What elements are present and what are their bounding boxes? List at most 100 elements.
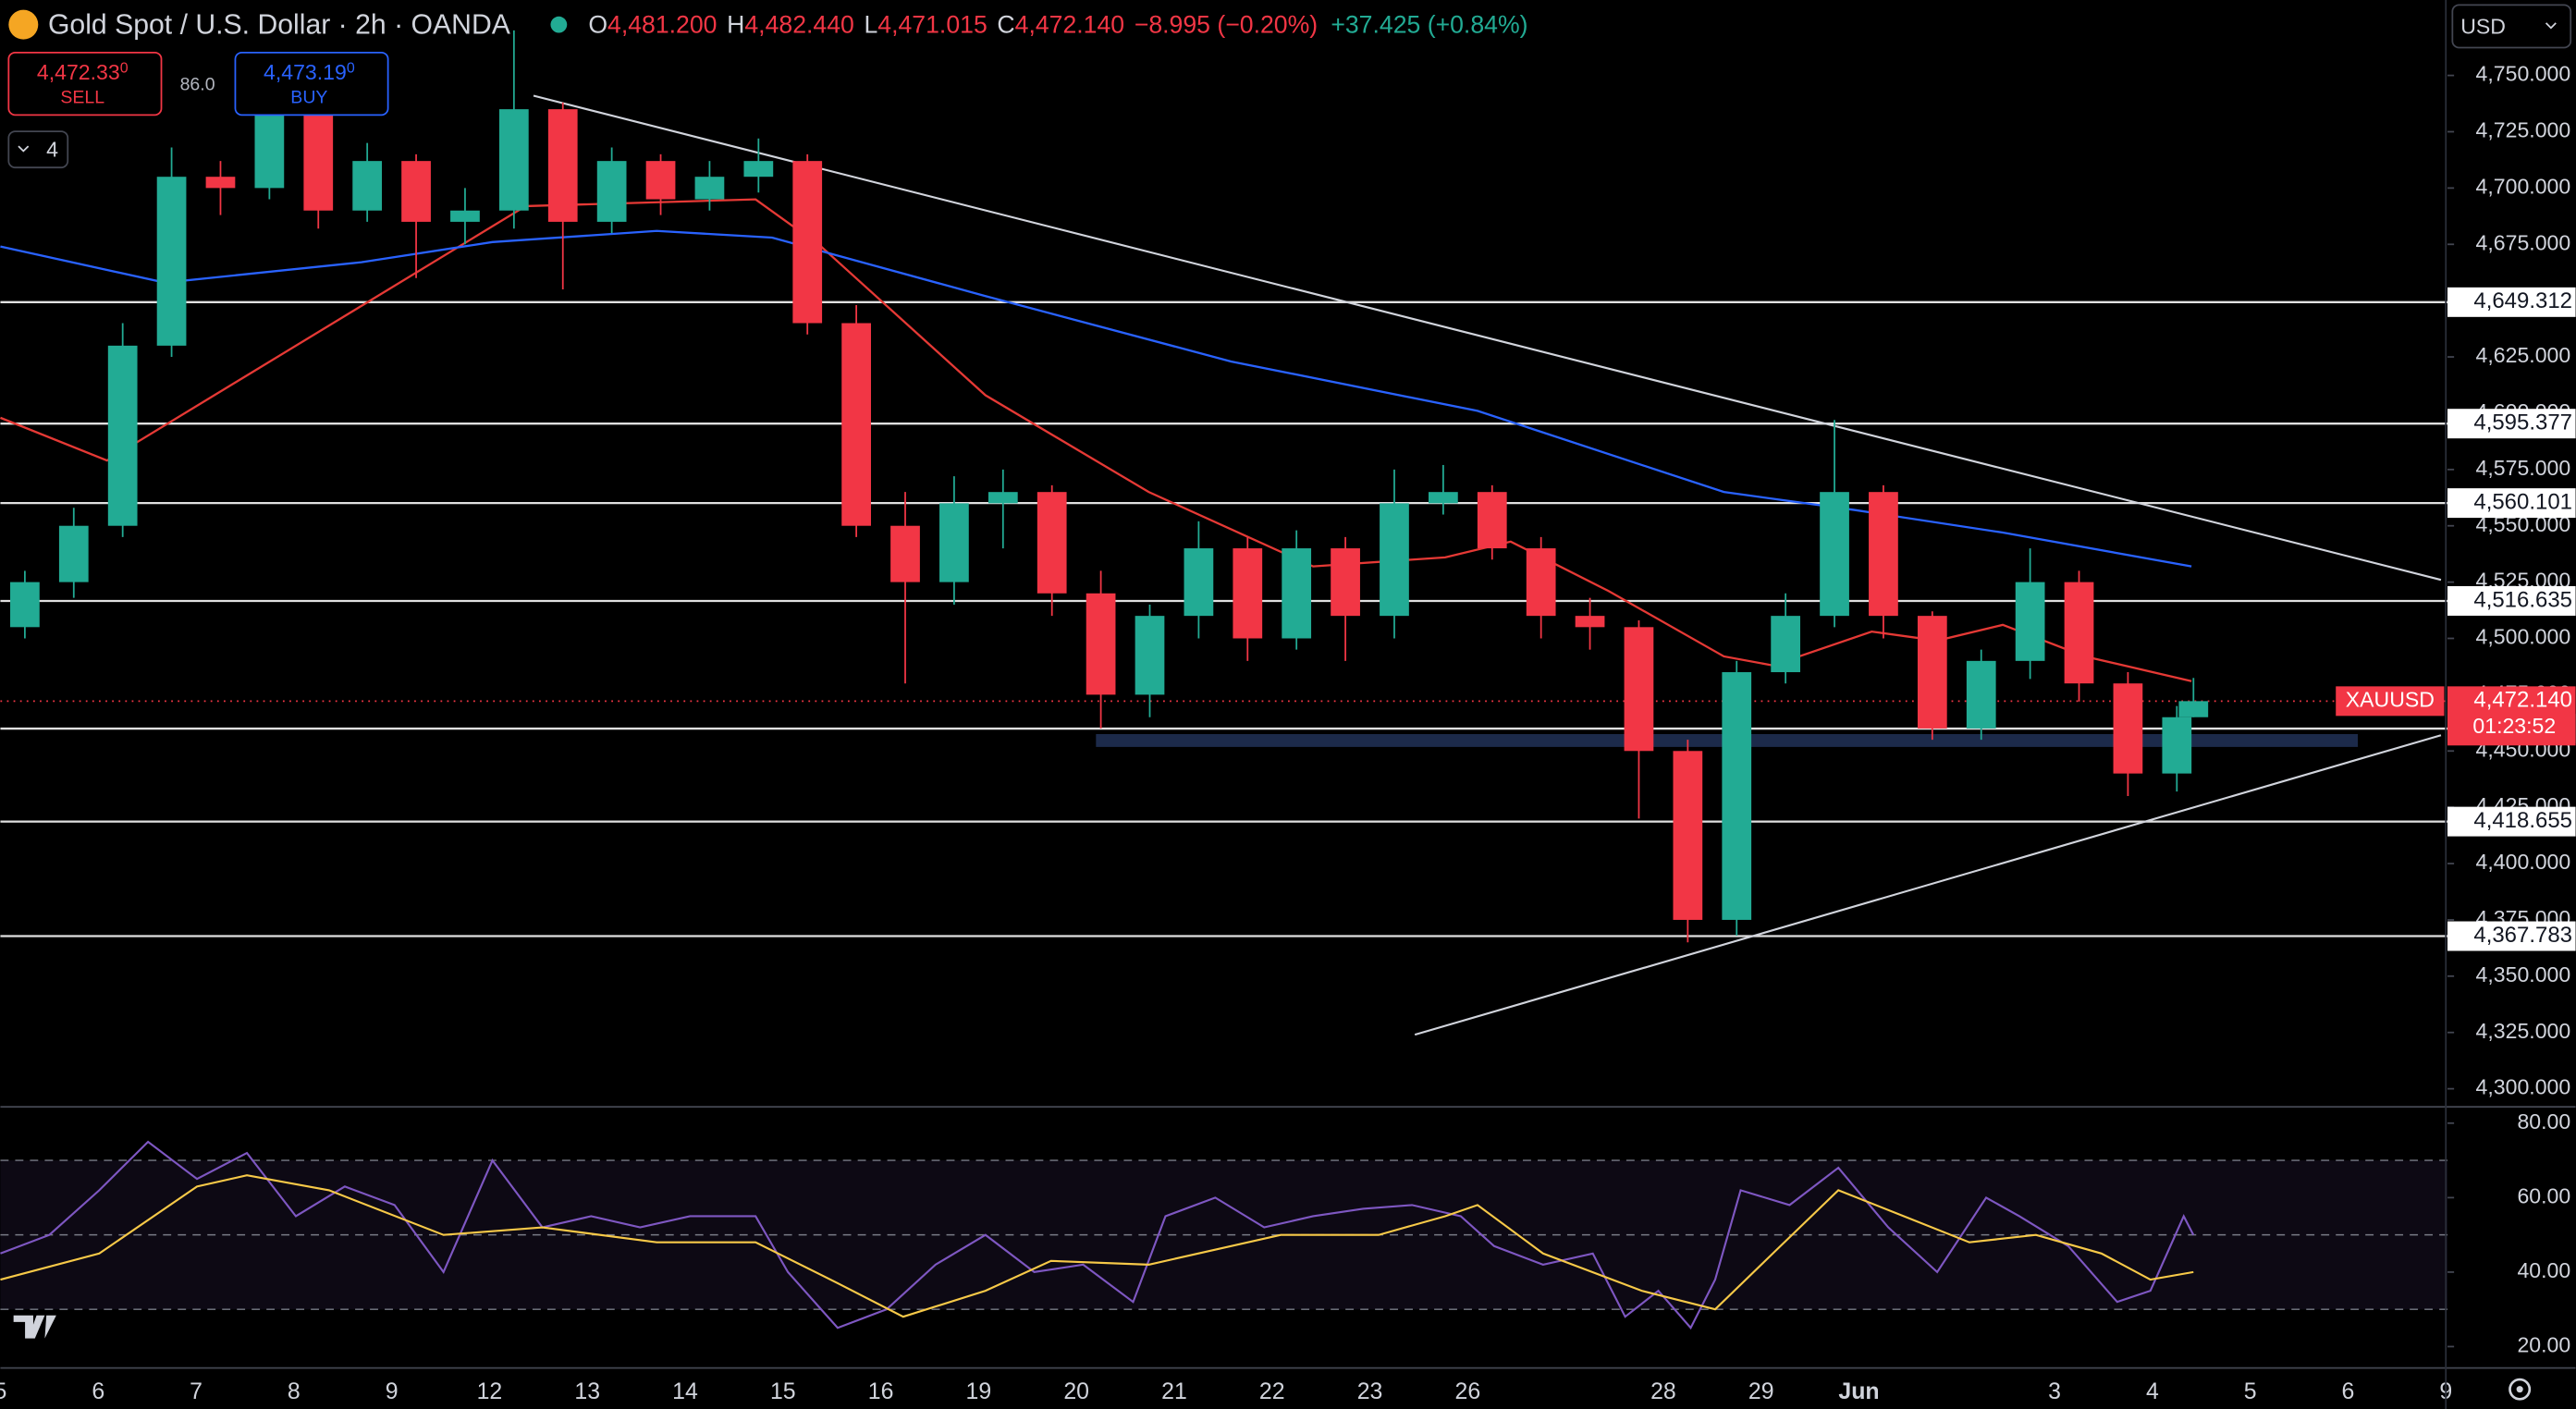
- candle-body: [401, 161, 431, 222]
- candle-body: [547, 109, 578, 222]
- trend-line: [533, 94, 2442, 582]
- candle-body: [498, 109, 529, 211]
- x-tick-label: 3: [2048, 1378, 2061, 1404]
- moving-average: [0, 229, 2192, 568]
- buy-label: BUY: [290, 88, 327, 108]
- candle-body: [1820, 492, 1849, 617]
- candle-body: [2064, 582, 2094, 684]
- x-tick-label: 5: [0, 1378, 6, 1404]
- candle-body: [58, 525, 89, 582]
- sell-label: SELL: [60, 88, 104, 108]
- last-price-tag: [2447, 686, 2576, 746]
- candle-body: [1037, 492, 1067, 594]
- h-label: H: [727, 10, 744, 38]
- indicators-toggle[interactable]: 4: [7, 130, 69, 169]
- candle-body: [1477, 492, 1507, 549]
- rsi-line: [0, 1140, 2195, 1330]
- level-tag: [2447, 921, 2576, 951]
- x-tick-label: 5: [2244, 1378, 2257, 1404]
- y-tick-label: 4,725.000: [2476, 118, 2571, 142]
- candle-body: [1282, 548, 1312, 639]
- candle-body: [1086, 593, 1116, 695]
- currency-box: [2451, 4, 2572, 49]
- c-label: C: [997, 10, 1014, 38]
- candle-body: [1184, 548, 1214, 617]
- candle-body: [1331, 548, 1360, 617]
- candle-body: [743, 161, 774, 178]
- x-tick-label: 6: [92, 1378, 104, 1404]
- candle-body: [1624, 627, 1654, 752]
- sell-pip: 0: [120, 61, 129, 77]
- overlay: Gold Spot / U.S. Dollar · 2h · OANDA O4,…: [7, 4, 2572, 1401]
- candle-body: [2113, 683, 2143, 774]
- low: 4,471.015: [877, 10, 987, 38]
- close: 4,472.140: [1015, 10, 1124, 38]
- currency: USD: [2460, 14, 2506, 38]
- y-tick-label: 4,750.000: [2476, 62, 2571, 86]
- x-tick-label: 6: [2342, 1378, 2355, 1404]
- y-tick-label: 4,675.000: [2476, 230, 2571, 254]
- buy-price: 4,473.190: [264, 60, 355, 84]
- candle-body: [2178, 701, 2209, 717]
- currency-select[interactable]: USD: [2451, 4, 2572, 49]
- x-tick-label: Jun: [1838, 1378, 1879, 1404]
- symbol-icon: [8, 9, 39, 40]
- candle-body: [1135, 616, 1165, 695]
- candle-body: [303, 109, 334, 211]
- chevron: [18, 145, 30, 153]
- x-tick-label: 22: [1259, 1378, 1285, 1404]
- x-tick-label: 20: [1063, 1378, 1089, 1404]
- settings-button[interactable]: [2509, 1378, 2532, 1401]
- buy-price-main: 4,473.19: [264, 60, 347, 84]
- candle-body: [1575, 616, 1605, 628]
- sell-box: [7, 51, 163, 116]
- x-tick-label: 19: [966, 1378, 992, 1404]
- level-tag: [2447, 287, 2576, 317]
- candle-body: [10, 582, 40, 628]
- candle-body: [645, 161, 676, 200]
- plot-area: 4,300.0004,325.0004,350.0004,375.0004,40…: [0, 30, 2576, 1404]
- candle-body: [1722, 672, 1752, 920]
- x-tick-label: 28: [1650, 1378, 1676, 1404]
- symbol-title: Gold Spot / U.S. Dollar · 2h · OANDA: [48, 9, 511, 40]
- last-price-label: 4,472.140: [2473, 688, 2572, 713]
- candle-body: [596, 161, 627, 222]
- buy-pip: 0: [347, 61, 355, 77]
- candle-body: [1917, 616, 1947, 729]
- candle-body: [987, 492, 1018, 504]
- rsi-line: [0, 1174, 2194, 1318]
- level-label: 4,367.783: [2473, 923, 2572, 948]
- sell-button[interactable]: 4,472.330 SELL: [7, 51, 163, 116]
- trend-line: [1414, 734, 2442, 1036]
- candle-body: [254, 109, 285, 189]
- toggle-box: [7, 130, 69, 169]
- change: −8.995 (−0.20%): [1135, 10, 1318, 38]
- x-tick-label: 7: [190, 1378, 202, 1404]
- buy-button[interactable]: 4,473.190 BUY: [234, 51, 389, 116]
- x-tick-label: 9: [386, 1378, 399, 1404]
- candle-body: [890, 525, 920, 582]
- rsi-band: [0, 1160, 2448, 1310]
- y-tick-label: 4,700.000: [2476, 174, 2571, 198]
- indicator-count: 4: [46, 138, 58, 162]
- y-tick-label: 60.00: [2517, 1183, 2570, 1207]
- x-tick-label: 15: [770, 1378, 796, 1404]
- level-label: 4,649.312: [2473, 288, 2572, 313]
- y-tick-label: 4,350.000: [2476, 962, 2571, 986]
- level-label: 4,595.377: [2473, 410, 2572, 435]
- candle-body: [1233, 548, 1263, 639]
- y-tick-label: 80.00: [2517, 1109, 2570, 1133]
- gear: [2509, 1378, 2532, 1401]
- level-tag: [2447, 585, 2576, 616]
- candle-body: [107, 345, 138, 526]
- buy-box: [234, 51, 389, 116]
- sell-price-main: 4,472.33: [37, 60, 120, 84]
- chevron: [2545, 22, 2557, 30]
- candle-body: [450, 210, 480, 222]
- candle-body: [1869, 492, 1898, 617]
- x-tick-label: 16: [868, 1378, 894, 1404]
- ohlc: O4,481.200 H4,482.440 L4,471.015 C4,472.140…: [588, 10, 1527, 38]
- x-tick-label: 21: [1161, 1378, 1187, 1404]
- y-tick-label: 4,400.000: [2476, 850, 2571, 874]
